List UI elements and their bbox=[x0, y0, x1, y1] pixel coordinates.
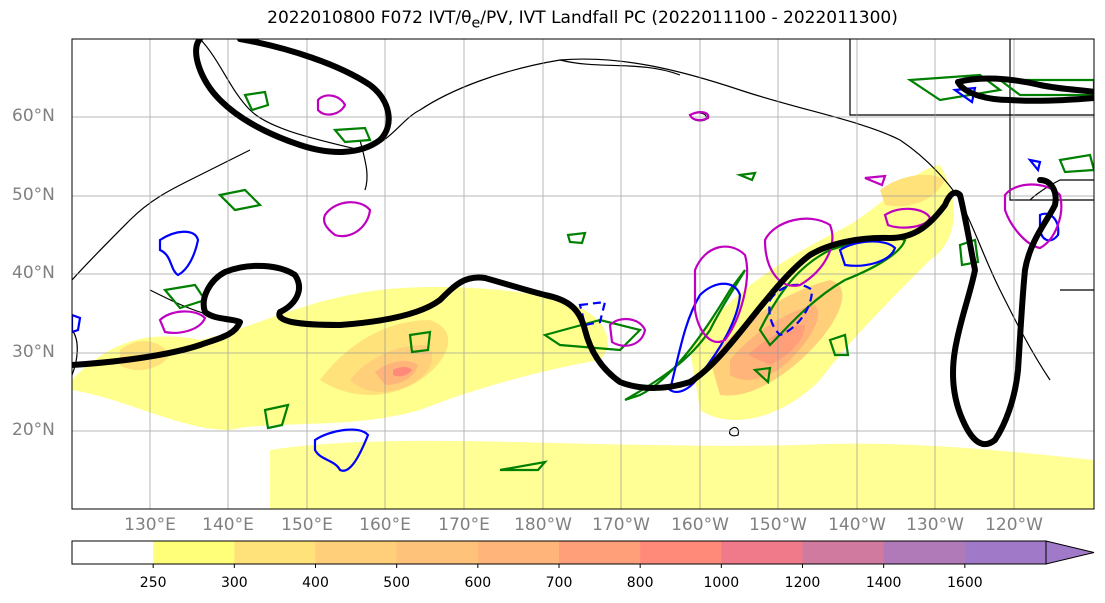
lon-label-170w: 170°W bbox=[592, 515, 650, 535]
lon-label-180w: 180°W bbox=[514, 515, 572, 535]
colorbar-segment bbox=[477, 541, 560, 564]
lat-label-60: 60°N bbox=[12, 106, 55, 126]
colorbar-segment bbox=[883, 541, 966, 564]
colorbar-segment bbox=[802, 541, 885, 564]
colorbar-segment bbox=[153, 541, 235, 564]
lon-label-120w: 120°W bbox=[985, 515, 1043, 535]
lon-label-150w: 150°W bbox=[749, 515, 807, 535]
map-title: 2022010800 F072 IVT/θe/PV, IVT Landfall … bbox=[267, 8, 898, 32]
colorbar-tick-label: 300 bbox=[220, 575, 248, 591]
lon-label-170e: 170°E bbox=[438, 515, 490, 535]
lon-label-160e: 160°E bbox=[359, 515, 411, 535]
colorbar-segment bbox=[72, 541, 154, 564]
map-border bbox=[71, 38, 1095, 510]
lon-label-140w: 140°W bbox=[828, 515, 886, 535]
colorbar-segment bbox=[396, 541, 479, 564]
colorbar-segment bbox=[721, 541, 803, 564]
lon-label-130w: 130°W bbox=[906, 515, 964, 535]
colorbar-extend-arrow bbox=[1045, 540, 1095, 565]
colorbar-tick-label: 400 bbox=[302, 575, 329, 591]
colorbar-tick-label: 500 bbox=[383, 575, 411, 591]
lon-label-150e: 150°E bbox=[281, 515, 333, 535]
colorbar-segment bbox=[964, 541, 1047, 564]
magenta-contours bbox=[158, 94, 1063, 347]
lat-label-20: 20°N bbox=[12, 420, 55, 440]
colorbar-tick-label: 1400 bbox=[865, 575, 902, 591]
colorbar-segment bbox=[315, 541, 398, 564]
lon-label-130e: 130°E bbox=[124, 515, 176, 535]
colorbar-tick-label: 700 bbox=[545, 575, 573, 591]
colorbar-segment bbox=[559, 541, 641, 564]
colorbar-tick-label: 1600 bbox=[947, 575, 983, 591]
colorbar-tick-label: 1200 bbox=[784, 575, 821, 591]
lat-label-30: 30°N bbox=[12, 342, 55, 362]
lon-label-160w: 160°W bbox=[671, 515, 729, 535]
colorbar-tick-label: 250 bbox=[139, 575, 167, 591]
colorbar bbox=[71, 540, 1095, 568]
colorbar-segment bbox=[234, 541, 316, 564]
colorbar-tick-label: 800 bbox=[626, 575, 654, 591]
landfall-contour bbox=[72, 39, 1094, 448]
lon-label-140e: 140°E bbox=[202, 515, 254, 535]
colorbar-segment bbox=[640, 541, 722, 564]
colorbar-tick-label: 1000 bbox=[703, 575, 740, 591]
lat-label-40: 40°N bbox=[12, 263, 55, 283]
lat-label-50: 50°N bbox=[12, 185, 55, 205]
colorbar-tick-label: 600 bbox=[464, 575, 492, 591]
